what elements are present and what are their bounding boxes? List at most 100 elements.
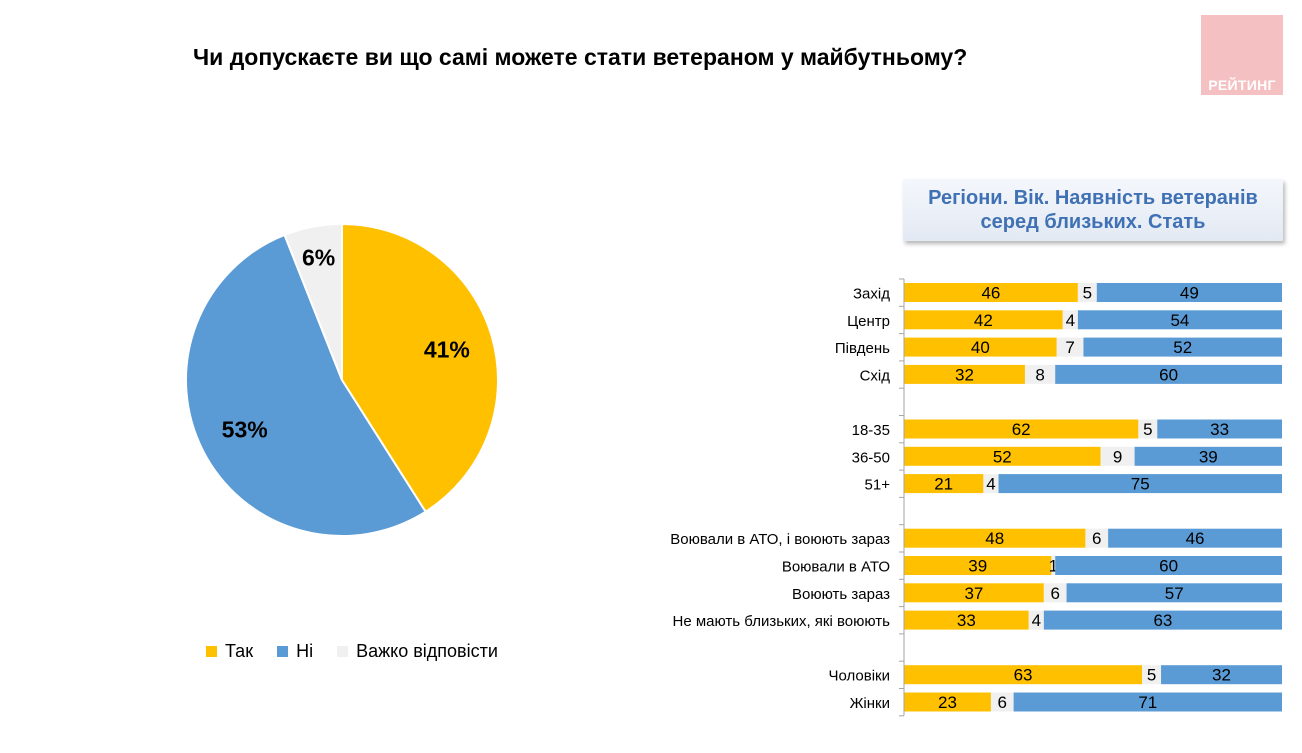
breakdown-subtitle: Регіони. Вік. Наявність ветеранів серед … xyxy=(928,187,1258,233)
pie-label-hard: 6% xyxy=(302,244,335,270)
bar-value-label: 75 xyxy=(1131,475,1150,494)
row-category-label: 18-35 xyxy=(852,422,890,439)
bar-value-label: 49 xyxy=(1180,284,1199,303)
bar-yes xyxy=(904,364,1025,384)
bar-value-label: 60 xyxy=(1159,557,1178,576)
bar-hard xyxy=(1077,283,1097,302)
bar-value-label: 54 xyxy=(1170,311,1189,330)
row-category-label: Воювали в АТО, і воюють зараз xyxy=(670,531,890,548)
bar-yes xyxy=(904,583,1044,603)
row-category-label: 51+ xyxy=(865,477,891,494)
bar-value-label: 63 xyxy=(1014,666,1033,685)
bar-no xyxy=(1157,419,1282,439)
bar-hard xyxy=(1043,583,1067,603)
bar-value-label: 37 xyxy=(964,584,983,603)
pie-label-no: 53% xyxy=(222,417,268,443)
rating-logo: РЕЙТИНГ xyxy=(1201,15,1283,95)
bar-yes xyxy=(904,446,1101,466)
bar-yes xyxy=(904,665,1143,685)
bar-value-label: 46 xyxy=(981,284,1000,303)
pie-legend: Так Ні Важко відповісти xyxy=(206,641,522,662)
bar-value-label: 1 xyxy=(1049,557,1058,576)
row-category-label: Жінки xyxy=(850,695,890,712)
bar-value-label: 5 xyxy=(1143,420,1152,439)
bar-hard xyxy=(1051,556,1056,575)
row-category-label: Південь xyxy=(835,340,890,357)
bar-hard xyxy=(1024,364,1056,384)
bar-value-label: 33 xyxy=(957,611,976,630)
row-category-label: Схід xyxy=(860,367,891,384)
legend-swatch-yes xyxy=(206,646,217,657)
legend-swatch-hard xyxy=(337,646,349,657)
bar-hard xyxy=(1138,419,1158,439)
bar-no xyxy=(1096,283,1282,302)
bar-value-label: 48 xyxy=(985,529,1004,548)
bar-value-label: 4 xyxy=(986,475,995,494)
bar-value-label: 23 xyxy=(938,693,957,712)
bar-hard xyxy=(1056,337,1084,357)
bar-value-label: 8 xyxy=(1035,365,1044,384)
legend-label-hard: Важко відповісти xyxy=(356,641,498,661)
bar-hard xyxy=(990,692,1014,712)
legend-label-yes: Так xyxy=(225,641,254,661)
bar-value-label: 6 xyxy=(998,693,1007,712)
bar-value-label: 6 xyxy=(1092,529,1101,548)
bar-hard xyxy=(1085,528,1109,548)
breakdown-subtitle-box: Регіони. Вік. Наявність ветеранів серед … xyxy=(903,179,1283,241)
bar-value-label: 5 xyxy=(1147,666,1156,685)
bar-value-label: 6 xyxy=(1050,584,1059,603)
bar-no xyxy=(1066,583,1282,603)
bar-yes xyxy=(904,474,984,494)
bar-yes xyxy=(904,610,1029,630)
pie-slice-no xyxy=(185,233,427,537)
bar-value-label: 9 xyxy=(1113,447,1122,466)
legend-label-no: Ні xyxy=(296,641,314,661)
bar-no xyxy=(998,474,1282,494)
row-category-label: Не мають близьких, які воюють xyxy=(673,613,891,630)
bar-no xyxy=(1043,610,1282,630)
legend-item-no: Ні xyxy=(277,641,313,662)
bar-yes xyxy=(904,337,1057,357)
bar-hard xyxy=(1062,310,1078,330)
bar-yes xyxy=(904,556,1052,575)
bar-yes xyxy=(904,283,1078,302)
row-category-label: Центр xyxy=(847,313,890,330)
bar-value-label: 5 xyxy=(1083,284,1092,303)
bar-no xyxy=(1134,446,1282,466)
bar-value-label: 32 xyxy=(955,365,974,384)
bar-no xyxy=(1013,692,1282,712)
bar-value-label: 62 xyxy=(1012,420,1031,439)
bar-value-label: 52 xyxy=(993,447,1012,466)
bar-no xyxy=(1161,665,1282,685)
bar-hard xyxy=(1142,665,1162,685)
pie-label-yes: 41% xyxy=(424,337,470,363)
legend-item-yes: Так xyxy=(206,641,253,662)
row-category-label: Чоловіки xyxy=(828,668,890,685)
logo-text: РЕЙТИНГ xyxy=(1208,77,1276,93)
bar-value-label: 46 xyxy=(1186,529,1205,548)
bar-value-label: 21 xyxy=(934,475,953,494)
row-category-label: Воювали в АТО xyxy=(782,559,890,576)
bar-no xyxy=(1108,528,1282,548)
bar-value-label: 42 xyxy=(974,311,993,330)
bar-value-label: 39 xyxy=(1199,447,1218,466)
row-category-label: Воюють зараз xyxy=(792,586,890,603)
bar-value-label: 63 xyxy=(1153,611,1172,630)
bar-value-label: 52 xyxy=(1173,338,1192,357)
legend-item-hard: Важко відповісти xyxy=(337,641,498,662)
bar-hard xyxy=(1028,610,1044,630)
bar-value-label: 4 xyxy=(1032,611,1041,630)
bar-value-label: 60 xyxy=(1159,365,1178,384)
bar-no xyxy=(1083,337,1282,357)
page-title: Чи допускаєте ви що самі можете стати ве… xyxy=(193,44,968,70)
bar-value-label: 32 xyxy=(1212,666,1231,685)
bar-no xyxy=(1077,310,1282,330)
pie-slice-hard xyxy=(283,222,343,381)
row-category-label: 36-50 xyxy=(852,449,890,466)
bar-value-label: 39 xyxy=(968,557,987,576)
bar-hard xyxy=(1100,446,1135,466)
bar-no xyxy=(1055,556,1282,575)
bar-yes xyxy=(904,528,1086,548)
bar-value-label: 71 xyxy=(1138,693,1157,712)
